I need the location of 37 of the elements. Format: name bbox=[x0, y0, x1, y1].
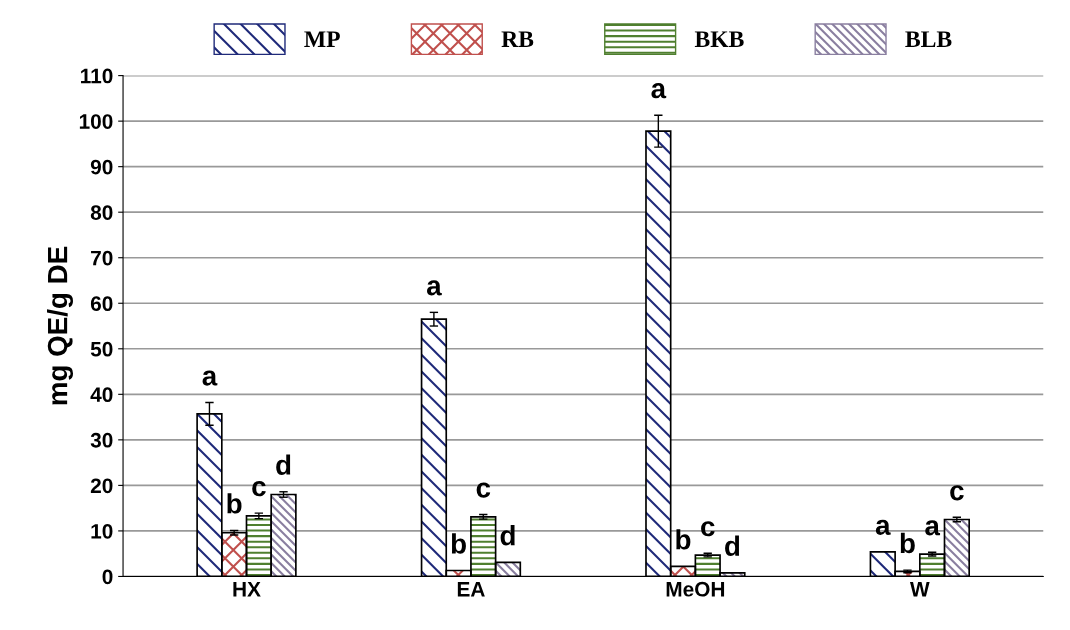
data-label: a bbox=[875, 519, 891, 535]
data-label: c bbox=[950, 485, 964, 501]
data-label: b bbox=[900, 532, 915, 554]
data-label: b bbox=[451, 533, 466, 554]
data-label: b bbox=[676, 529, 691, 550]
legend-label: BLB bbox=[905, 31, 952, 47]
data-label: a bbox=[925, 520, 941, 536]
legend-label: RB bbox=[501, 31, 534, 47]
y-tick-label: 80 bbox=[90, 205, 113, 220]
x-tick-label: HX bbox=[233, 582, 261, 597]
data-label: a bbox=[426, 280, 442, 296]
y-tick-label: 110 bbox=[81, 68, 113, 84]
y-tick-label: 30 bbox=[90, 432, 113, 448]
data-label: d bbox=[500, 525, 515, 546]
y-tick-label: 50 bbox=[90, 341, 113, 357]
y-tick-label: 20 bbox=[90, 478, 113, 494]
y-tick-label: 0 bbox=[102, 569, 113, 585]
legend-label: MP bbox=[304, 31, 340, 47]
data-label: d bbox=[276, 454, 291, 475]
y-tick-label: 40 bbox=[90, 387, 113, 403]
data-label: c bbox=[701, 521, 715, 537]
data-label: c bbox=[252, 481, 266, 497]
y-tick-label: 90 bbox=[90, 159, 113, 175]
data-label: d bbox=[725, 535, 740, 556]
y-tick-label: 100 bbox=[79, 114, 113, 129]
y-tick-label: 60 bbox=[90, 296, 113, 312]
y-tick-label: 70 bbox=[91, 250, 113, 266]
data-label: a bbox=[202, 370, 218, 386]
legend-label: BKB bbox=[694, 31, 744, 47]
y-axis-title: mg QE/g DE bbox=[47, 246, 74, 405]
data-label: a bbox=[651, 83, 667, 99]
x-tick-label: MeOH bbox=[666, 581, 725, 597]
data-label: c bbox=[476, 482, 491, 498]
y-tick-label: 10 bbox=[91, 523, 113, 539]
x-tick-label: W bbox=[910, 582, 930, 597]
data-label: b bbox=[227, 493, 242, 514]
x-tick-label: EA bbox=[457, 582, 485, 597]
